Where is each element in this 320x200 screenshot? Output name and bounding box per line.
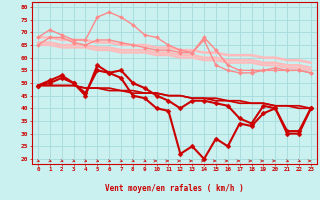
- X-axis label: Vent moyen/en rafales ( km/h ): Vent moyen/en rafales ( km/h ): [105, 184, 244, 193]
